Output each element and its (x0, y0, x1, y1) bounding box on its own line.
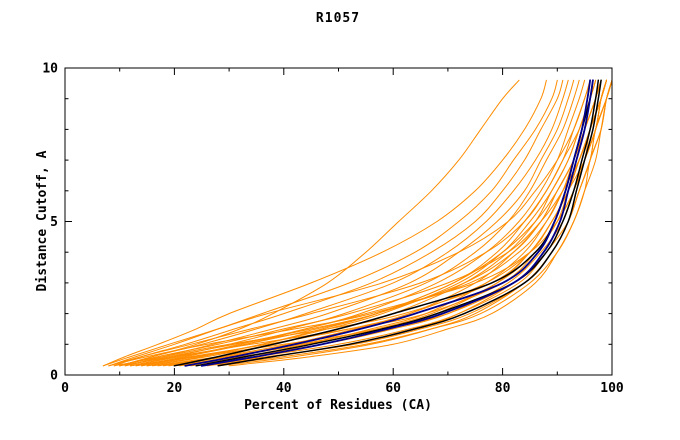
y-tick-label: 10 (42, 62, 58, 77)
curve-orange-models (130, 79, 580, 367)
axes-layer (64, 67, 613, 376)
curve-orange-models (141, 79, 607, 367)
x-tick-label: 20 (167, 381, 183, 396)
chart-title: R1057 (316, 11, 360, 26)
x-tick-label: 80 (495, 381, 511, 396)
y-axis-label: Distance Cutoff, A (35, 150, 50, 291)
y-tick-label: 0 (50, 369, 58, 384)
x-axis-label: Percent of Residues (CA) (244, 398, 432, 413)
curve-orange-models (108, 79, 602, 367)
curve-orange-models (102, 79, 547, 367)
x-tick-label: 0 (61, 381, 69, 396)
y-tick-label: 5 (50, 215, 58, 230)
x-tick-label: 40 (276, 381, 292, 396)
curve-orange-models (113, 79, 564, 367)
curve-blue-models (184, 79, 591, 367)
curve-orange-models (119, 79, 520, 367)
curve-black-models (195, 79, 600, 367)
curve-orange-models (108, 79, 558, 367)
curve-orange-models (102, 79, 591, 367)
curve-orange-models (119, 79, 569, 367)
curves-layer (102, 79, 613, 367)
x-tick-label: 100 (600, 381, 624, 396)
curve-orange-models (135, 79, 602, 367)
tick-labels-layer: 0 20 40 60 80 100 0 5 10 (42, 62, 624, 397)
curve-orange-models (173, 79, 613, 367)
curve-orange-models (130, 79, 607, 367)
x-tick-label: 60 (385, 381, 401, 396)
curve-orange-models (206, 79, 613, 367)
curve-blue-models (200, 79, 594, 367)
curve-orange-models (130, 79, 602, 367)
curve-black-models (217, 79, 602, 367)
